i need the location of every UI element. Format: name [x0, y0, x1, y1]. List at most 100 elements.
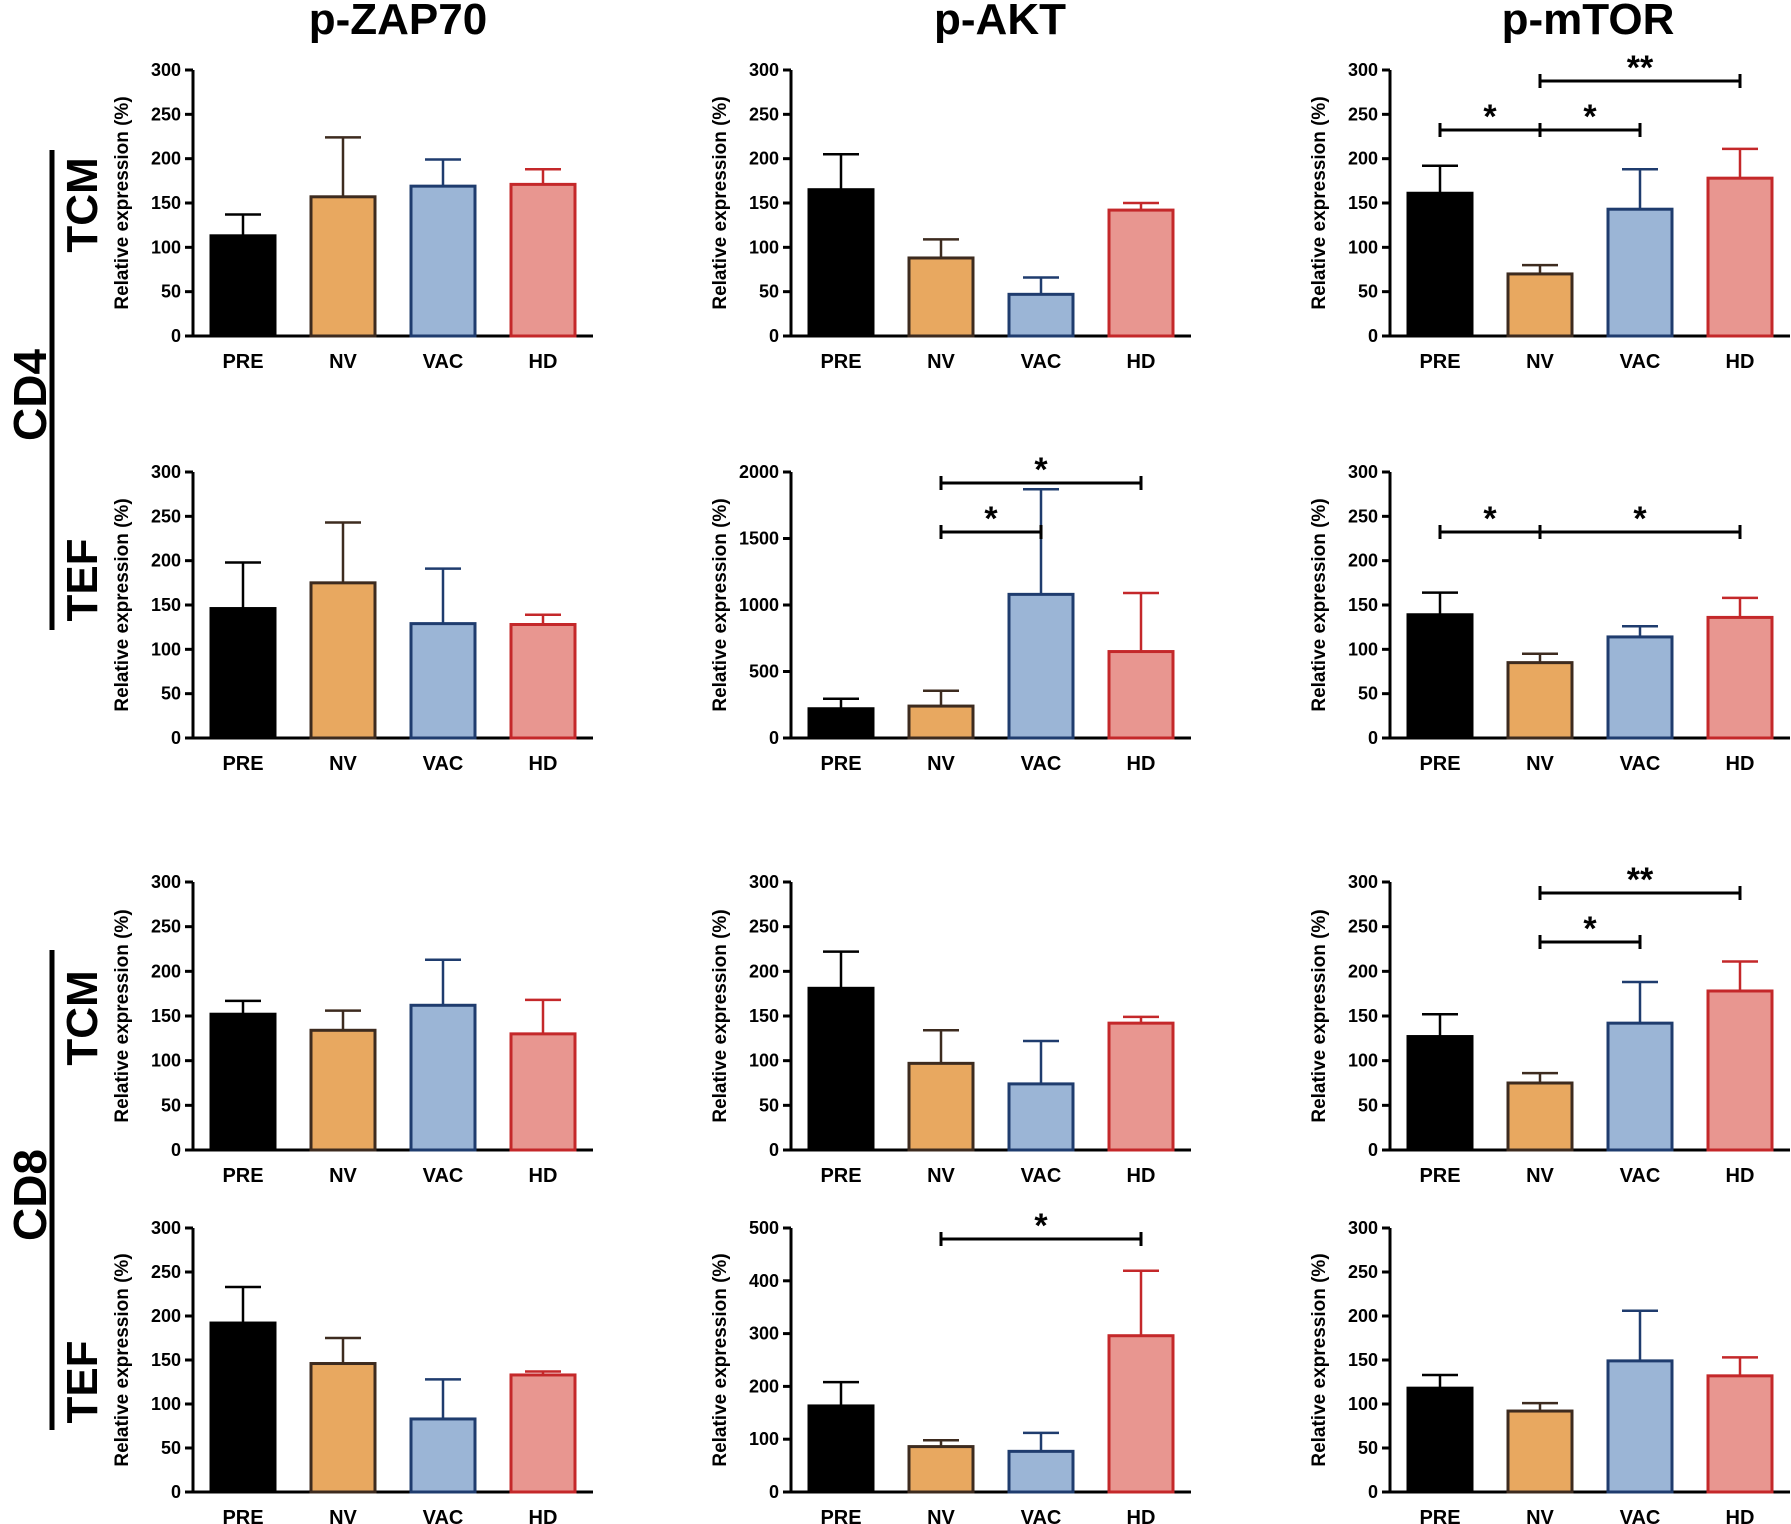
y-tick-label: 50: [759, 282, 779, 302]
x-category-label: VAC: [1021, 351, 1062, 373]
bar-vac: [409, 622, 477, 740]
bar-hd: [509, 1032, 577, 1152]
bar-vac: [1606, 207, 1674, 338]
x-category-label: PRE: [222, 753, 263, 775]
y-tick-label: 300: [1348, 1218, 1378, 1238]
bar-nv: [907, 704, 975, 740]
bar-pre: [807, 707, 875, 740]
bar-pre: [209, 607, 277, 740]
y-tick-label: 100: [1348, 237, 1378, 257]
y-axis-label: Relative expression (%): [112, 909, 133, 1122]
significance-label: *: [1483, 98, 1497, 136]
bar-hd: [1706, 989, 1774, 1152]
y-tick-label: 50: [161, 684, 181, 704]
y-tick-label: 150: [151, 595, 181, 615]
chart-cd4-tcm-zap70: Relative expression (%) 0 50 100 150 200 250 30…: [112, 60, 593, 373]
bar-nv: [907, 1445, 975, 1494]
chart-cd4-tef-akt: Relative expression (%) 0 500 1000 1500 2000 P…: [710, 451, 1191, 775]
y-tick-label: 150: [749, 1006, 779, 1026]
bar-hd: [1706, 1374, 1774, 1494]
y-tick-label: 150: [1348, 1350, 1378, 1370]
x-category-label: HD: [1726, 753, 1755, 775]
bar-vac: [1007, 592, 1075, 740]
y-tick-label: 0: [769, 326, 779, 346]
significance-label: *: [1583, 910, 1597, 948]
y-tick-label: 200: [1348, 551, 1378, 571]
y-tick-label: 150: [749, 193, 779, 213]
y-tick-label: 0: [769, 728, 779, 748]
column-title-mtor: p-mTOR: [1502, 0, 1675, 44]
x-category-label: PRE: [820, 1507, 861, 1524]
y-tick-label: 100: [151, 1394, 181, 1414]
x-category-label: PRE: [820, 753, 861, 775]
y-tick-label: 150: [151, 193, 181, 213]
column-title-zap70: p-ZAP70: [309, 0, 487, 44]
chart-cd4-tef-zap70: Relative expression (%) 0 50 100 150 200 250 30…: [112, 462, 593, 775]
bar-nv: [1506, 272, 1574, 338]
y-tick-label: 100: [749, 1051, 779, 1071]
y-tick-label: 50: [1358, 1438, 1378, 1458]
y-tick-label: 100: [749, 1429, 779, 1449]
x-category-label: NV: [329, 1507, 357, 1524]
y-tick-label: 200: [1348, 149, 1378, 169]
x-category-label: NV: [927, 351, 955, 373]
bar-nv: [309, 581, 377, 740]
bar-pre: [1406, 1035, 1474, 1152]
y-axis-label: Relative expression (%): [710, 498, 731, 711]
y-tick-label: 200: [1348, 961, 1378, 981]
chart-cd8-tef-zap70: Relative expression (%) 0 50 100 150 200 250 30…: [112, 1218, 593, 1524]
x-category-label: VAC: [1620, 1165, 1661, 1187]
y-tick-label: 300: [749, 872, 779, 892]
bar-vac: [1606, 1359, 1674, 1494]
y-tick-label: 100: [1348, 1051, 1378, 1071]
bar-nv: [1506, 661, 1574, 740]
y-tick-label: 250: [1348, 506, 1378, 526]
x-category-label: VAC: [1620, 753, 1661, 775]
y-tick-label: 0: [1368, 728, 1378, 748]
cd8-tcm-label: TCM: [58, 970, 107, 1065]
y-tick-label: 150: [151, 1006, 181, 1026]
x-category-label: PRE: [1419, 351, 1460, 373]
bar-hd: [509, 1373, 577, 1494]
cd4-group-label: CD4: [4, 349, 56, 441]
chart-panels: Relative expression (%) 0 50 100 150 200 250 30…: [112, 49, 1790, 1524]
y-tick-label: 100: [151, 1051, 181, 1071]
y-axis-label: Relative expression (%): [1309, 1253, 1330, 1466]
bar-pre: [1406, 1386, 1474, 1494]
x-category-label: NV: [1526, 1165, 1554, 1187]
significance-label: *: [1034, 1207, 1048, 1245]
chart-cd8-tcm-akt: Relative expression (%) 0 50 100 150 200 250 30…: [710, 872, 1191, 1187]
x-category-label: PRE: [1419, 1507, 1460, 1524]
y-axis-label: Relative expression (%): [1309, 909, 1330, 1122]
y-tick-label: 300: [151, 872, 181, 892]
y-tick-label: 250: [151, 917, 181, 937]
y-tick-label: 1000: [739, 595, 779, 615]
bar-pre: [209, 1321, 277, 1494]
y-tick-label: 50: [161, 282, 181, 302]
y-axis-label: Relative expression (%): [710, 1253, 731, 1466]
bar-nv: [907, 256, 975, 338]
x-category-label: HD: [529, 351, 558, 373]
y-tick-label: 0: [1368, 1140, 1378, 1160]
chart-cd4-tcm-mtor: Relative expression (%) 0 50 100 150 200 250 30…: [1309, 49, 1790, 373]
x-category-label: NV: [1526, 351, 1554, 373]
y-tick-label: 100: [1348, 1394, 1378, 1414]
x-category-label: HD: [1127, 351, 1156, 373]
y-tick-label: 0: [769, 1140, 779, 1160]
x-category-label: HD: [1127, 1165, 1156, 1187]
y-tick-label: 100: [151, 639, 181, 659]
chart-cd8-tcm-zap70: Relative expression (%) 0 50 100 150 200 250 30…: [112, 872, 593, 1187]
x-category-label: VAC: [423, 753, 464, 775]
y-tick-label: 1500: [739, 529, 779, 549]
x-category-label: PRE: [1419, 753, 1460, 775]
x-category-label: VAC: [1021, 1165, 1062, 1187]
cd8-tef-label: TEF: [58, 1340, 107, 1423]
cd4-tcm-label: TCM: [58, 157, 107, 252]
y-tick-label: 300: [749, 60, 779, 80]
y-tick-label: 250: [151, 1262, 181, 1282]
y-axis-label: Relative expression (%): [112, 96, 133, 309]
bar-hd: [1107, 208, 1175, 338]
x-category-label: NV: [927, 753, 955, 775]
y-axis-label: Relative expression (%): [112, 498, 133, 711]
chart-cd8-tcm-mtor: Relative expression (%) 0 50 100 150 200 250 30…: [1309, 861, 1790, 1187]
